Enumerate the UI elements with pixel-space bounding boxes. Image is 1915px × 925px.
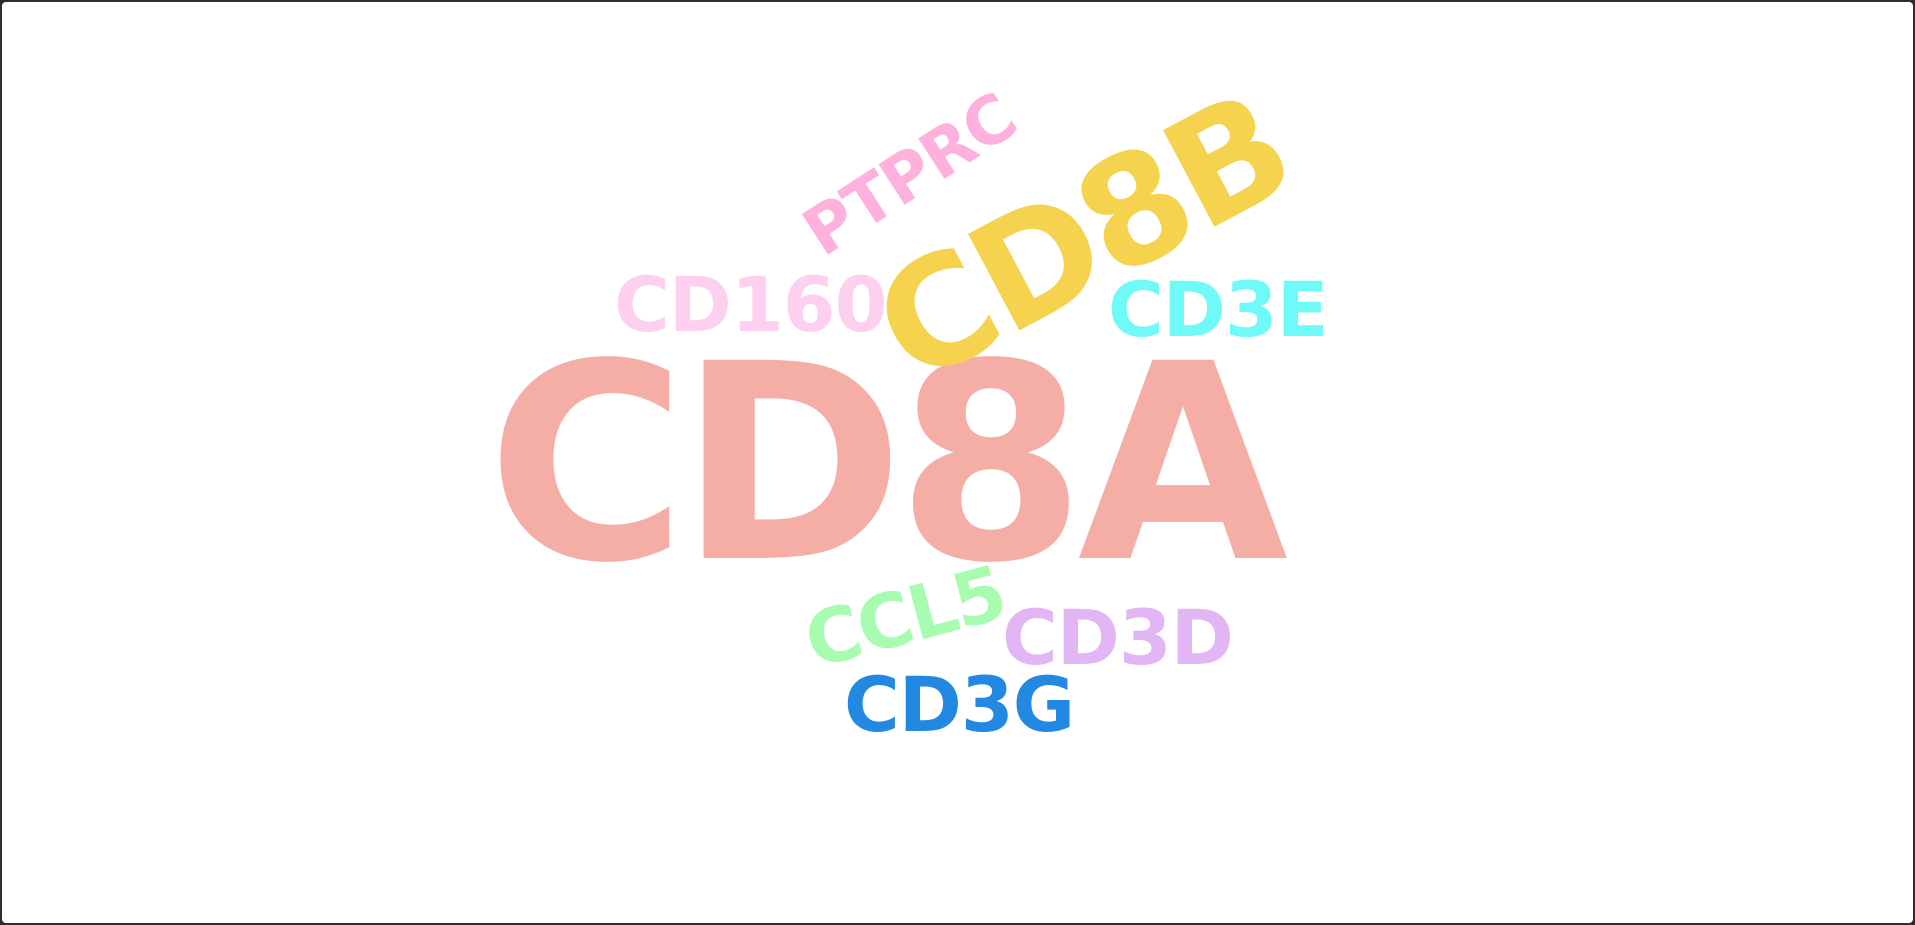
word-cd160[interactable]: CD160 [614, 260, 888, 349]
word-cd8a[interactable]: CD8A [487, 307, 1288, 623]
word-cd3g[interactable]: CD3G [844, 660, 1075, 749]
word-cd3e[interactable]: CD3E [1108, 265, 1329, 354]
word-cd3d[interactable]: CD3D [1002, 593, 1234, 682]
